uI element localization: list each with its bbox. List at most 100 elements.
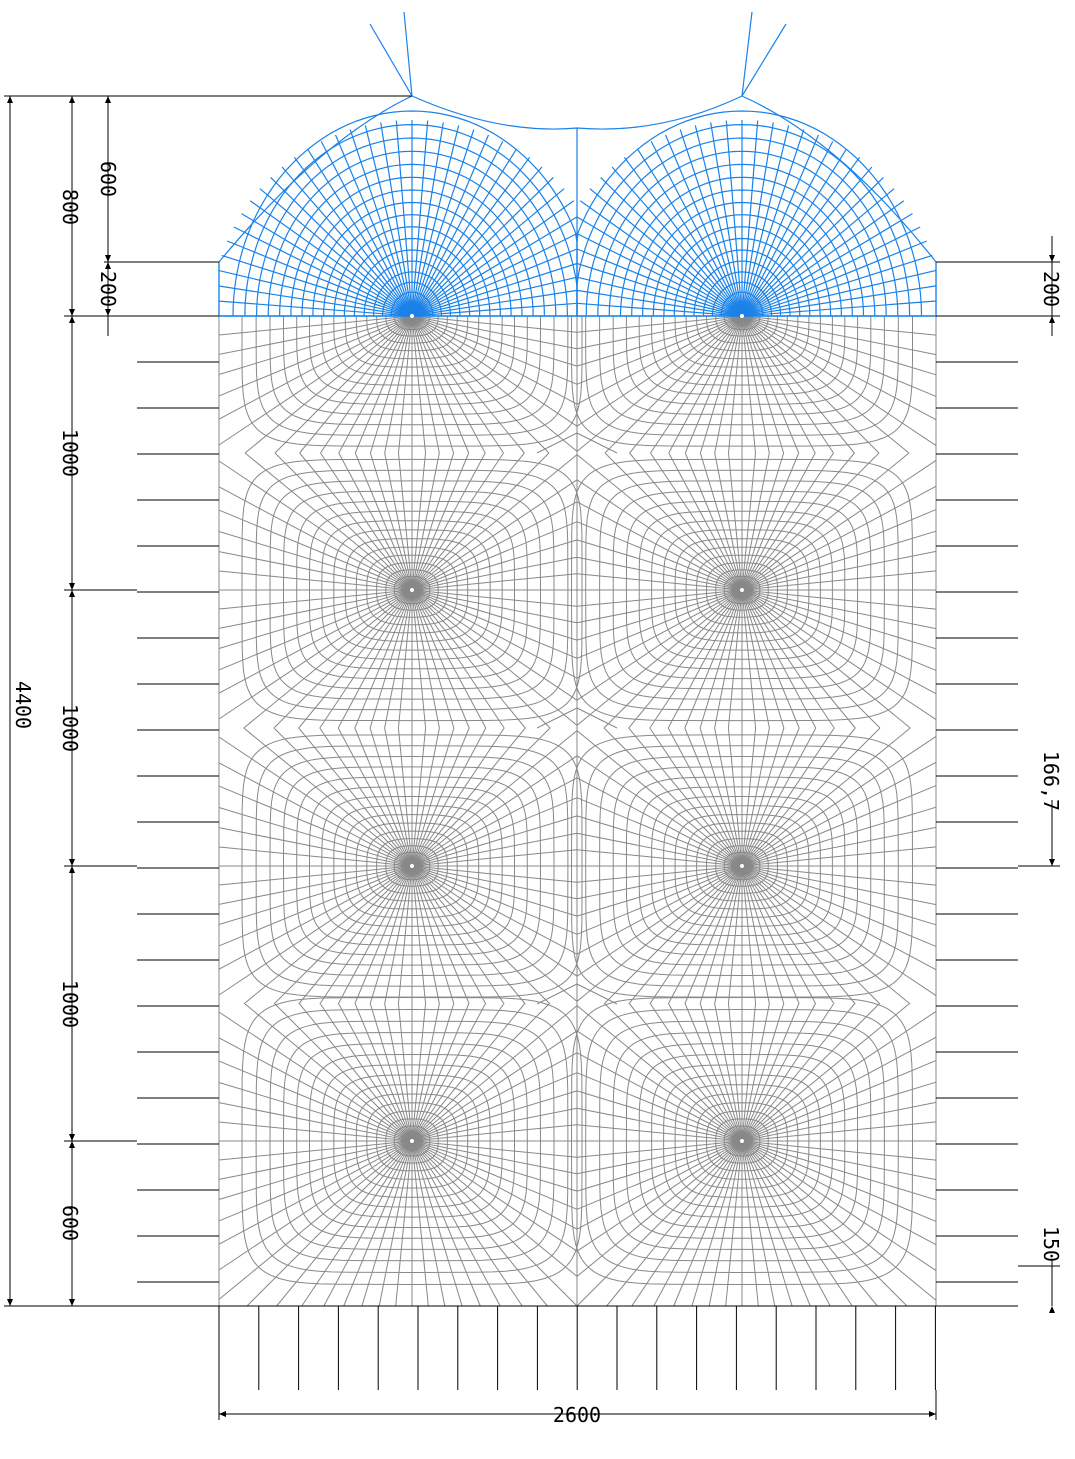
mesh-ray [741, 1140, 878, 1307]
mesh-ray [741, 1003, 800, 1142]
mesh-ray [576, 865, 743, 883]
mesh-ray [741, 1101, 937, 1142]
mesh-ray [741, 865, 911, 1005]
mesh-ring [638, 1053, 846, 1229]
mesh-ring [382, 281, 442, 316]
dim-arrow [69, 859, 75, 866]
mesh-ray [218, 531, 413, 591]
mesh-ray [411, 727, 505, 867]
mesh-ring [706, 315, 778, 344]
mesh-ray [576, 1140, 743, 1158]
mesh-ray [649, 589, 743, 729]
mesh-ray [411, 1124, 578, 1142]
mesh-ray [411, 589, 578, 659]
mesh-ray [411, 865, 578, 883]
mesh-ray [576, 573, 743, 591]
mesh-ring [308, 786, 515, 946]
mesh-ring [642, 201, 842, 317]
mesh-ray [411, 120, 429, 317]
mesh-ray [411, 865, 578, 955]
mesh-ray [576, 1140, 743, 1307]
mesh-ring [638, 786, 846, 946]
mesh-ring [705, 1110, 778, 1172]
mesh-ring [401, 316, 423, 325]
mesh-connector [536, 983, 578, 1005]
mesh-ray [741, 865, 937, 971]
dim-arrow [69, 96, 75, 103]
dim-arrow [105, 96, 111, 103]
mesh-ray [604, 452, 743, 591]
mesh-ring [731, 857, 753, 875]
mesh-ray [576, 1107, 743, 1142]
mesh-ray [576, 454, 743, 591]
mesh-ray [576, 589, 743, 701]
mesh-ring [663, 316, 821, 377]
mesh-ray [576, 315, 743, 367]
mesh-ray [246, 1140, 413, 1307]
mesh-ray [741, 452, 910, 591]
mesh-ring [696, 315, 788, 352]
mesh-ring [576, 110, 923, 317]
mesh-region [218, 996, 583, 1307]
mesh-ray [741, 452, 880, 591]
mesh-ring [663, 1074, 821, 1208]
mesh-ring [282, 490, 541, 690]
mesh-ray [741, 509, 937, 591]
mesh-ring [696, 554, 788, 626]
mesh-ray [741, 589, 856, 729]
mesh-ray [631, 1140, 743, 1307]
mesh-ring [673, 237, 811, 317]
mesh-ray [741, 157, 861, 317]
mesh-ring [705, 562, 778, 618]
mesh-ray [576, 589, 743, 659]
mesh-ray [218, 865, 413, 905]
mesh-ray [361, 1140, 413, 1307]
mesh-ray [411, 865, 578, 977]
mesh-ray [741, 254, 933, 317]
mesh-ray [576, 556, 743, 591]
upper-mesh-half [218, 110, 578, 317]
mesh-ray [323, 1140, 413, 1307]
mesh-ring [321, 1064, 503, 1218]
mesh-ray [301, 1140, 413, 1307]
mesh-ray [741, 1003, 855, 1142]
mesh-connector [536, 432, 578, 454]
mesh-ray [611, 166, 743, 317]
mesh-ring [344, 538, 480, 642]
mesh-ring [731, 316, 753, 325]
dim-left-outer-total: 4400 [11, 681, 35, 729]
mesh-ray [576, 865, 743, 917]
mesh-ray [576, 777, 743, 867]
mesh-ray [384, 452, 413, 591]
mesh-ring [232, 110, 578, 317]
mesh-ray [576, 730, 743, 867]
mesh-ray [741, 589, 937, 630]
mesh-ray [369, 1003, 413, 1142]
dim-arrow [105, 262, 111, 269]
mesh-ring [625, 1043, 859, 1239]
mesh-ray [741, 865, 937, 997]
mesh-ray [298, 865, 413, 1005]
mesh-ray [741, 315, 937, 421]
mesh-ray [411, 1140, 578, 1277]
mesh-ray [411, 276, 578, 317]
mesh-ring [390, 291, 434, 316]
mesh-ring [255, 745, 569, 987]
mesh-ring [612, 490, 872, 690]
dim-left-middle-1: 1000 [58, 429, 82, 477]
mesh-ray [218, 1011, 413, 1142]
mesh-ring [290, 176, 534, 317]
mesh-ray [576, 849, 743, 867]
dim-left-inner-top: 600 [96, 161, 120, 197]
mesh-ring [283, 315, 541, 415]
mesh-ray [411, 1003, 455, 1142]
mesh-ray [741, 727, 911, 867]
mesh-ring [696, 830, 788, 902]
mesh-ring [674, 316, 810, 368]
dim-arrow [69, 1134, 75, 1141]
mesh-ray [411, 573, 578, 591]
mesh-ray [741, 452, 855, 591]
mesh-ring [372, 271, 452, 317]
mesh-ray [741, 826, 937, 867]
mesh-ray [338, 1003, 413, 1142]
